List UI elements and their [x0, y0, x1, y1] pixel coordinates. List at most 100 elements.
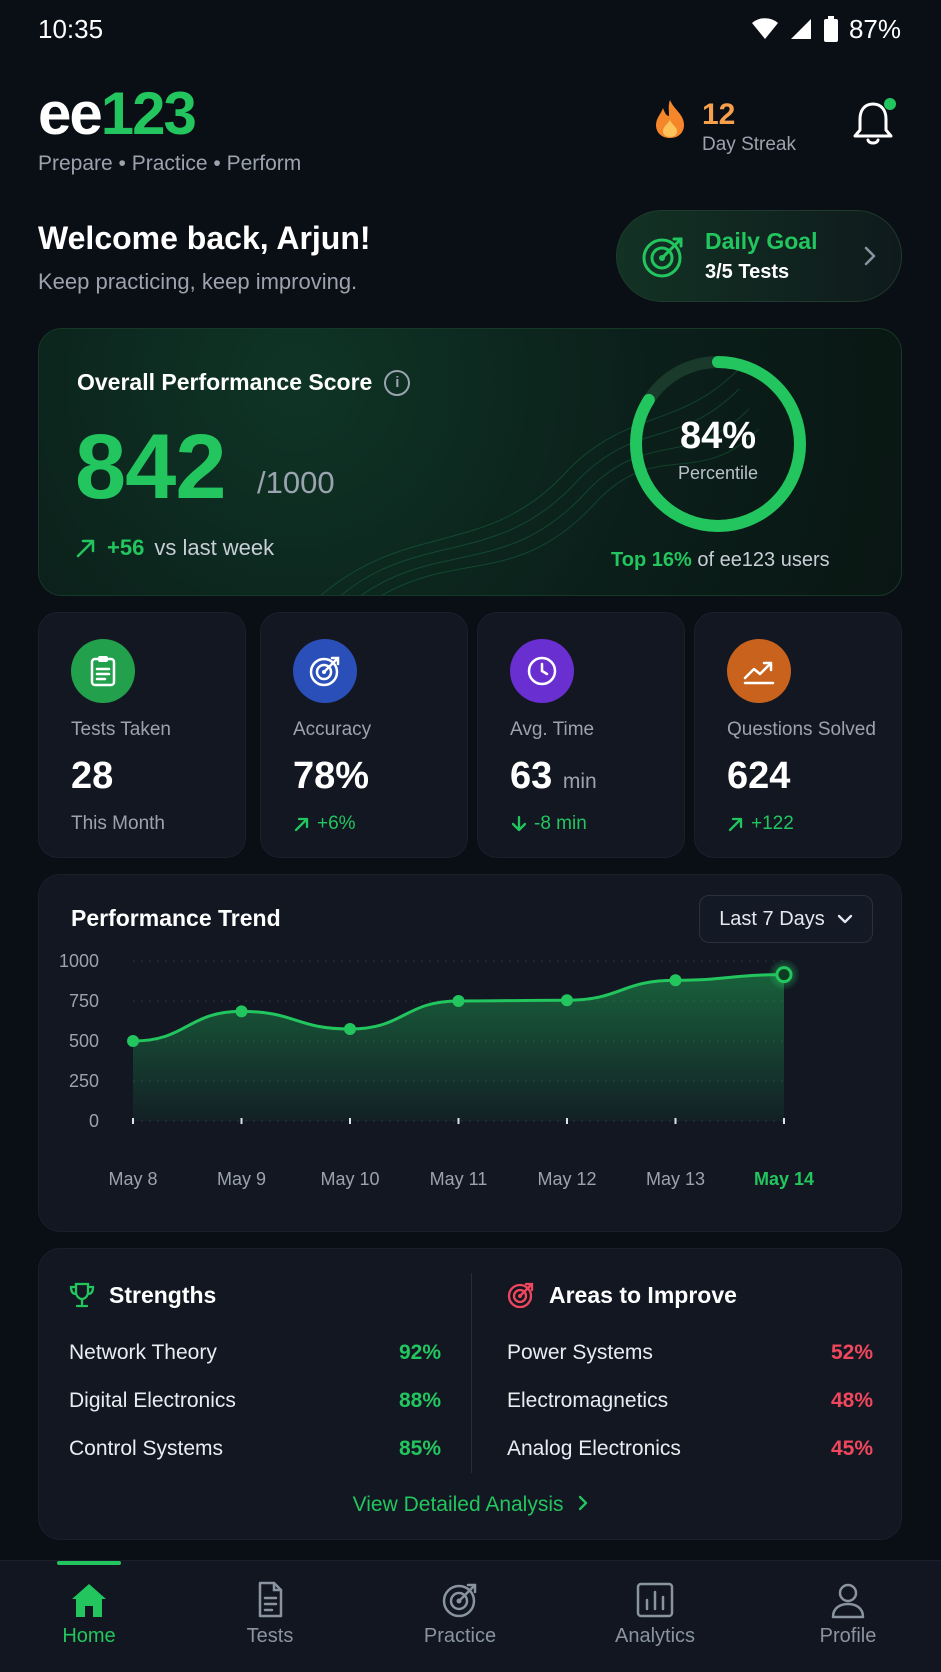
trend-up-icon [727, 639, 791, 703]
trend-range-label: Last 7 Days [719, 907, 825, 930]
trophy-icon [69, 1282, 95, 1308]
chevron-down-icon [837, 914, 852, 924]
stat-sub: +6% [293, 813, 356, 835]
improve-column: Areas to Improve Power Systems 52% Electr… [507, 1275, 873, 1473]
view-analysis-link[interactable]: View Detailed Analysis [39, 1493, 903, 1517]
stat-card-questions-solved[interactable]: Questions Solved 624 +122 [694, 612, 902, 858]
chevron-right-icon [863, 245, 877, 273]
data-point[interactable] [561, 994, 573, 1007]
improve-row[interactable]: Power Systems 52% [507, 1329, 873, 1377]
score-card-texture [320, 368, 760, 595]
strength-row[interactable]: Digital Electronics 88% [69, 1377, 441, 1425]
strength-row[interactable]: Control Systems 85% [69, 1425, 441, 1473]
score-title-text: Overall Performance Score [77, 369, 373, 395]
strength-name: Control Systems [69, 1437, 224, 1460]
notification-dot [884, 98, 896, 110]
data-point[interactable] [452, 995, 465, 1007]
stat-card-tests-taken[interactable]: Tests Taken 28 This Month [38, 612, 246, 858]
improve-row[interactable]: Electromagnetics 48% [507, 1377, 873, 1425]
chevron-right-icon [579, 1495, 588, 1511]
arrow-down-icon [511, 815, 527, 832]
nav-analytics[interactable]: Analytics [585, 1581, 725, 1648]
x-tick-label: May 13 [646, 1169, 705, 1189]
battery-level: 87% [848, 13, 901, 44]
stat-unit: min [562, 770, 597, 793]
tagline: Prepare • Practice • Perform [38, 152, 302, 175]
x-tick-label: May 9 [217, 1169, 266, 1189]
nav-label: Home [62, 1625, 116, 1647]
stat-sub: This Month [71, 813, 165, 834]
strengths-header: Strengths [69, 1275, 441, 1315]
arrow-up-right-icon [728, 817, 743, 832]
top-users-highlight: Top 16% [611, 549, 692, 571]
strength-pct: 85% [398, 1437, 441, 1460]
improve-pct: 48% [830, 1389, 873, 1412]
y-tick-label: 500 [69, 1031, 99, 1051]
data-point-latest[interactable] [775, 966, 793, 984]
arrow-up-right-icon [76, 539, 95, 558]
data-point[interactable] [344, 1023, 356, 1035]
score-max: /1000 [257, 465, 335, 500]
logo-part1: ee [38, 80, 103, 147]
status-time: 10:35 [38, 13, 104, 44]
target-icon [442, 1583, 477, 1618]
stat-card-avg-time[interactable]: Avg. Time 63 min -8 min [477, 612, 685, 858]
nav-tests[interactable]: Tests [200, 1581, 340, 1648]
daily-goal-progress: 3/5 Tests [705, 261, 790, 283]
nav-home[interactable]: Home [19, 1581, 159, 1648]
daily-goal-title: Daily Goal [705, 228, 818, 254]
strengths-improve-card: Strengths Network Theory 92% Digital Elec… [38, 1248, 902, 1540]
improve-pct: 45% [830, 1437, 873, 1460]
x-tick-label: May 11 [430, 1169, 488, 1189]
improve-row[interactable]: Analog Electronics 45% [507, 1425, 873, 1473]
score-delta-label: vs last week [154, 535, 275, 560]
battery-icon [823, 16, 838, 42]
nav-label: Tests [246, 1625, 294, 1647]
nav-label: Profile [819, 1625, 877, 1647]
nav-label: Practice [423, 1625, 497, 1647]
improve-name: Analog Electronics [507, 1437, 681, 1460]
stat-value-number: 78% [293, 755, 370, 797]
strength-name: Digital Electronics [69, 1389, 236, 1412]
nav-active-indicator [57, 1561, 121, 1565]
performance-score-card: Overall Performance Score i 842 /1000 +5… [38, 328, 902, 596]
percentile-value: 84% [679, 415, 757, 457]
data-point[interactable] [235, 1005, 248, 1018]
info-icon[interactable]: i [384, 369, 411, 396]
bar-chart-icon [636, 1582, 674, 1618]
x-tick-label: May 12 [537, 1169, 596, 1189]
x-tick-label: May 10 [320, 1169, 379, 1189]
nav-practice[interactable]: Practice [390, 1581, 530, 1648]
bell-icon[interactable] [850, 98, 896, 148]
nav-profile[interactable]: Profile [778, 1581, 918, 1648]
welcome-section: Welcome back, Arjun! Keep practicing, ke… [38, 220, 371, 295]
data-point[interactable] [669, 974, 682, 987]
clipboard-icon [71, 639, 135, 703]
trend-range-dropdown[interactable]: Last 7 Days [699, 895, 873, 943]
daily-goal-button[interactable]: Daily Goal 3/5 Tests [616, 210, 902, 302]
y-tick-label: 250 [69, 1071, 99, 1091]
stat-sub-text: -8 min [534, 813, 587, 834]
streak-widget[interactable]: 12 Day Streak [652, 98, 796, 156]
trend-chart: 0 250 500 750 1000 May 8 May 9 May 10 May 11 May … [59, 951, 814, 1189]
score-delta: +56 vs last week [75, 535, 274, 561]
stat-label: Tests Taken [71, 719, 171, 740]
strengths-column: Strengths Network Theory 92% Digital Elec… [69, 1275, 441, 1473]
logo-part2: 123 [100, 80, 197, 147]
stat-sub-text: +6% [317, 813, 356, 834]
improve-name: Electromagnetics [507, 1389, 669, 1412]
nav-label: Analytics [614, 1625, 696, 1647]
trend-area [133, 974, 784, 1121]
bottom-nav: Home Tests Practice Analytics Profile [0, 1560, 941, 1672]
stat-card-accuracy[interactable]: Accuracy 78% +6% [260, 612, 468, 858]
streak-count: 12 [702, 98, 736, 131]
performance-trend-card: Performance Trend Last 7 Days 0 250 500 750… [38, 874, 902, 1232]
strength-row[interactable]: Network Theory 92% [69, 1329, 441, 1377]
data-point[interactable] [127, 1035, 139, 1047]
improve-name: Power Systems [507, 1341, 653, 1364]
stat-label: Questions Solved [727, 719, 876, 740]
welcome-subtitle: Keep practicing, keep improving. [38, 269, 358, 294]
flame-icon [656, 100, 684, 138]
document-icon [258, 1581, 283, 1618]
y-tick-label: 750 [69, 991, 99, 1011]
